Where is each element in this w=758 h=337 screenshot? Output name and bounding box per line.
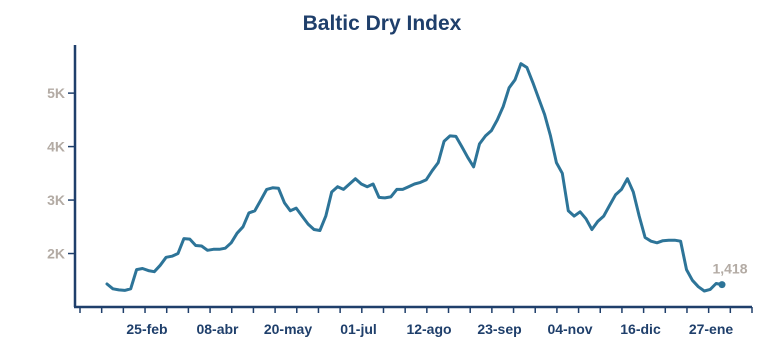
x-tick-label: 12-ago (406, 321, 451, 337)
y-tick-label: 5K (47, 85, 65, 101)
x-tick-label: 23-sep (477, 321, 521, 337)
last-value-label: 1,418 (712, 261, 747, 277)
x-tick-label: 25-feb (126, 321, 167, 337)
x-tick-label: 01-jul (340, 321, 377, 337)
x-tick-label: 04-nov (547, 321, 592, 337)
y-tick-label: 3K (47, 192, 65, 208)
y-tick-label: 2K (47, 246, 65, 262)
x-tick-label: 20-may (264, 321, 312, 337)
series-line (105, 62, 724, 293)
x-tick-label: 27-ene (689, 321, 734, 337)
x-tick-label: 16-dic (620, 321, 661, 337)
last-point-marker (718, 281, 726, 289)
x-tick-label: 08-abr (196, 321, 239, 337)
x-ticks: 25-feb 08-abr 20-may 01-jul 12-ago 23-sep 04-n… (79, 307, 753, 337)
y-tick-label: 4K (47, 139, 65, 155)
y-ticks: 2K 3K 4K 5K (47, 85, 75, 262)
series-group: 1,418 (105, 62, 748, 293)
axes (73, 45, 752, 309)
chart-title: Baltic Dry Index (303, 12, 462, 35)
